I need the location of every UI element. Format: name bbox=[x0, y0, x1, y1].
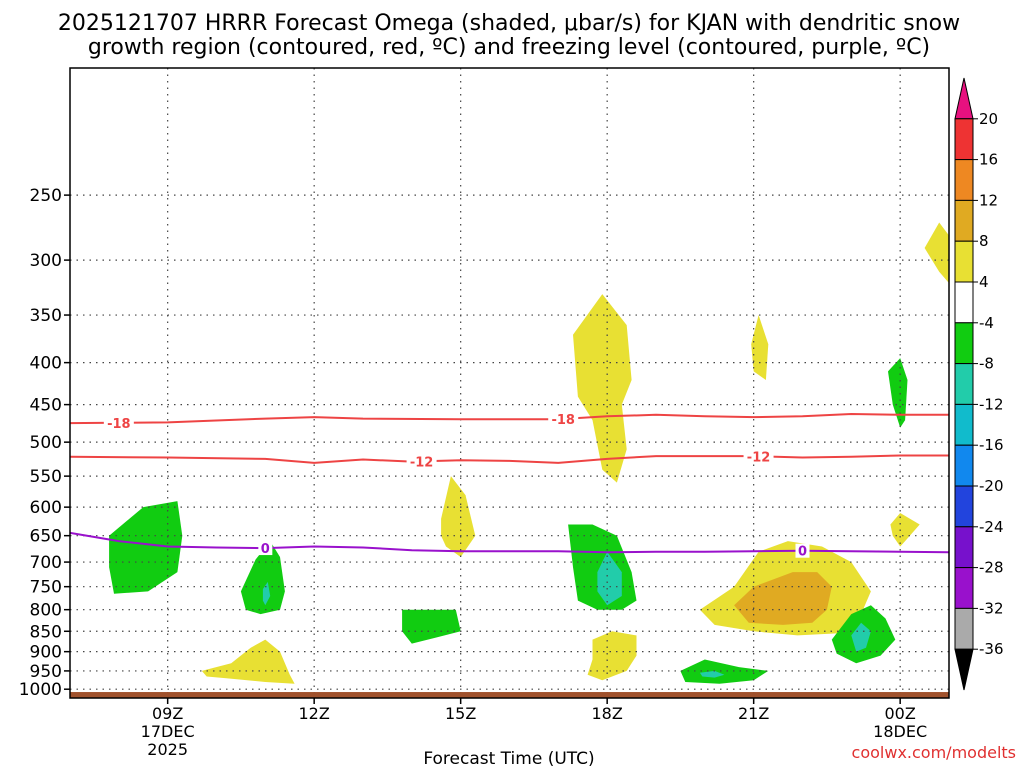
credit-text[interactable]: coolwx.com/modelts bbox=[852, 743, 1016, 762]
omega-region-13 bbox=[751, 315, 769, 380]
x-tick-label-09Z: 09Z bbox=[152, 704, 183, 723]
contour-label-bg--18-0 bbox=[103, 415, 134, 430]
y-tick-label-300: 300 bbox=[30, 251, 62, 271]
colorbar-band-4 bbox=[954, 240, 974, 283]
colorbar-label-5: -4 bbox=[979, 314, 994, 332]
y-tick-label-650: 650 bbox=[30, 527, 62, 547]
y-tick-label-950: 950 bbox=[30, 662, 62, 682]
colorbar-band-12 bbox=[954, 567, 974, 609]
contour-label--12-1: -12 bbox=[747, 450, 771, 465]
plot-area: -18 -18 -12 -12 0 0 bbox=[70, 68, 949, 698]
omega-region-2 bbox=[262, 581, 271, 606]
y-tick-label-450: 450 bbox=[30, 396, 62, 416]
colorbar-label-1: 16 bbox=[979, 151, 998, 169]
colorbar-band-3 bbox=[954, 199, 974, 242]
contour--18 bbox=[70, 412, 949, 425]
x-tick-date-00Z: 18DEC bbox=[873, 722, 927, 741]
omega-region-17 bbox=[890, 513, 920, 547]
x-tick-label-00Z: 00Z bbox=[885, 704, 916, 723]
colorbar-band-7 bbox=[954, 363, 974, 405]
omega-region-15 bbox=[851, 622, 871, 652]
colorbar-label-9: -20 bbox=[979, 477, 1004, 495]
omega-region-18 bbox=[924, 222, 949, 284]
y-tick-label-350: 350 bbox=[30, 306, 62, 326]
contour-label-bg--12-1 bbox=[743, 449, 774, 464]
y-tick-label-850: 850 bbox=[30, 622, 62, 642]
y-tick-label-750: 750 bbox=[30, 578, 62, 598]
colorbar-band-2 bbox=[954, 159, 974, 201]
x-tick-label-18Z: 18Z bbox=[592, 704, 623, 723]
colorbar-band-11 bbox=[954, 526, 974, 569]
colorbar-band-5 bbox=[954, 281, 974, 324]
omega-region-5 bbox=[573, 294, 632, 483]
colorbar-label-10: -24 bbox=[979, 518, 1004, 536]
omega-region-3 bbox=[402, 609, 461, 644]
x-tick-label-15Z: 15Z bbox=[445, 704, 476, 723]
colorbar-label-12: -32 bbox=[979, 599, 1004, 617]
colorbar-band-1 bbox=[954, 118, 974, 161]
x-axis-label: Forecast Time (UTC) bbox=[423, 749, 594, 768]
contour-label-bg--18-1 bbox=[548, 412, 579, 427]
y-tick-label-1000: 1000 bbox=[19, 680, 62, 700]
colorbar-label-6: -8 bbox=[979, 355, 994, 373]
colorbar-band-8 bbox=[954, 403, 974, 446]
contour--12 bbox=[70, 454, 949, 464]
x-tick-label-21Z: 21Z bbox=[738, 704, 769, 723]
x-tick-year-09Z: 2025 bbox=[147, 740, 188, 759]
y-tick-label-800: 800 bbox=[30, 601, 62, 621]
ground-layer bbox=[70, 692, 949, 698]
omega-region-4 bbox=[441, 476, 476, 557]
chart-title-line1: 2025121707 HRRR Forecast Omega (shaded, … bbox=[58, 11, 960, 36]
omega-region-0 bbox=[109, 501, 183, 594]
plot-frame bbox=[69, 67, 950, 699]
omega-region-1 bbox=[240, 541, 285, 615]
contour-label-bg-0-1 bbox=[795, 543, 810, 558]
colorbar-band-13 bbox=[954, 607, 974, 650]
colorbar-label-2: 12 bbox=[979, 191, 998, 209]
y-tick-label-500: 500 bbox=[30, 433, 62, 453]
y-tick-label-250: 250 bbox=[30, 186, 62, 206]
colorbar-label-11: -28 bbox=[979, 559, 1004, 577]
chart-title-line2: growth region (contoured, red, ºC) and f… bbox=[88, 35, 930, 60]
y-tick-label-600: 600 bbox=[30, 498, 62, 518]
y-tick-label-400: 400 bbox=[30, 354, 62, 374]
colorbar-bottom-arrow bbox=[954, 648, 974, 691]
contour-label--18-1: -18 bbox=[551, 413, 575, 428]
colorbar-band-9 bbox=[954, 444, 974, 487]
colorbar-label-8: -16 bbox=[979, 436, 1004, 454]
y-tick-label-900: 900 bbox=[30, 643, 62, 663]
omega-region-12 bbox=[734, 572, 832, 625]
colorbar-label-3: 8 bbox=[979, 232, 989, 250]
colorbar-band-10 bbox=[954, 485, 974, 528]
contour-label-bg--12-0 bbox=[406, 454, 437, 469]
contour-label--18-0: -18 bbox=[107, 417, 131, 432]
colorbar-top-arrow bbox=[954, 77, 974, 120]
contour-label--12-0: -12 bbox=[410, 455, 434, 470]
y-tick-label-550: 550 bbox=[30, 467, 62, 487]
omega-region-10 bbox=[699, 670, 725, 678]
contour-label-0-1: 0 bbox=[798, 545, 807, 560]
x-tick-date-09Z: 17DEC bbox=[141, 722, 195, 741]
contour-label-bg-0-0 bbox=[258, 541, 273, 556]
omega-region-8 bbox=[587, 631, 637, 681]
colorbar-label-7: -12 bbox=[979, 395, 1004, 413]
omega-region-16 bbox=[888, 358, 908, 428]
colorbar-band-6 bbox=[954, 322, 974, 365]
colorbar-label-4: 4 bbox=[979, 273, 989, 291]
colorbar-label-13: -36 bbox=[979, 640, 1004, 658]
contour-label-0-0: 0 bbox=[261, 542, 270, 557]
omega-region-19 bbox=[201, 639, 295, 684]
colorbar: 20 16 12 8 4 -4 -8 -12 -16 -20 -24 -28 -32 -36 bbox=[954, 77, 1004, 691]
y-tick-label-700: 700 bbox=[30, 553, 62, 573]
omega-region-7 bbox=[597, 551, 622, 606]
x-tick-label-12Z: 12Z bbox=[299, 704, 330, 723]
colorbar-label-0: 20 bbox=[979, 110, 998, 128]
omega-region-9 bbox=[680, 659, 769, 684]
